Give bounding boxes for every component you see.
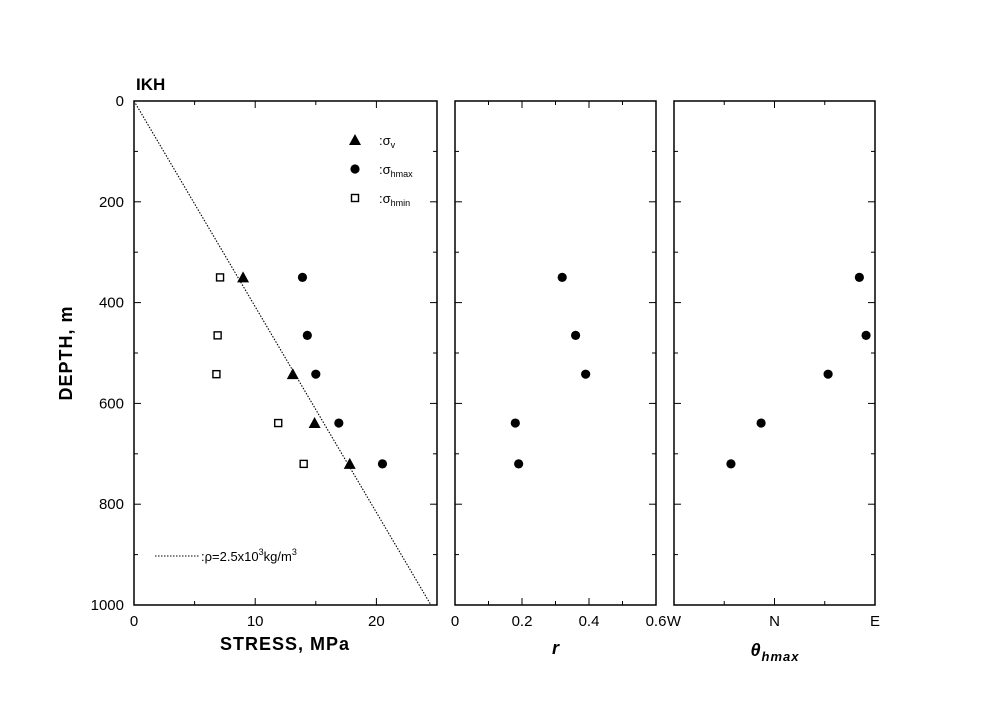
x-axis-title-theta-sub: hmax <box>762 649 800 664</box>
circle-data-point <box>377 459 388 469</box>
circle-data-point <box>302 330 312 340</box>
circle-data-point <box>726 459 736 469</box>
triangle-data-point <box>343 457 356 469</box>
circle-data-point <box>297 272 308 282</box>
circle-data-point <box>581 369 591 379</box>
circle-data-point <box>571 330 581 340</box>
legend-triangle-marker <box>349 134 361 145</box>
circle-data-point <box>311 369 321 379</box>
x-tick-label: W <box>667 613 682 630</box>
y-axis-title-depth: DEPTH, m <box>56 305 76 400</box>
y-tick-label: 200 <box>99 194 124 211</box>
square-data-point <box>213 331 222 340</box>
circle-data-point <box>861 330 871 340</box>
x-tick-label: 0.2 <box>512 613 533 630</box>
triangle-data-point <box>308 417 321 429</box>
x-tick-label: 20 <box>368 613 385 630</box>
y-tick-label: 400 <box>99 295 124 312</box>
circle-data-point <box>514 459 524 469</box>
x-tick-label: 0.4 <box>579 613 600 630</box>
overburden-reference-line <box>133 100 432 606</box>
panel-tag: IKH <box>136 75 165 94</box>
legend-circle-marker <box>350 164 360 174</box>
y-tick-label: 600 <box>99 395 124 412</box>
y-tick-label: 1000 <box>91 597 124 614</box>
circle-data-point <box>510 418 520 428</box>
square-data-point <box>274 418 283 428</box>
orientation-plot-frame <box>673 100 876 606</box>
triangle-data-point <box>237 271 250 283</box>
stress-panel: IKH STRESS, MPa DEPTH, m 0 10 200200400600… <box>56 75 438 654</box>
y-tick-label: 0 <box>116 93 124 110</box>
circle-data-point <box>823 369 833 379</box>
legend: :σv :σhmax :σhmin :ρ=2.5x103kg/m3 <box>155 133 413 564</box>
x-tick-label: N <box>769 613 780 630</box>
x-tick-label: 0 <box>451 613 459 630</box>
circle-data-point <box>756 418 766 428</box>
legend-label: :σv <box>379 133 396 150</box>
ratio-panel: r 0 0.2 0.4 0.6 <box>451 100 667 658</box>
x-tick-label: 0 <box>130 613 138 630</box>
square-data-point <box>299 459 308 469</box>
circle-data-point <box>854 272 864 282</box>
x-tick-label: 0.6 <box>646 613 667 630</box>
circle-data-point <box>557 272 567 282</box>
y-tick-label: 800 <box>99 496 124 513</box>
legend-square-marker <box>350 193 360 203</box>
legend-line-label: :ρ=2.5x103kg/m3 <box>201 547 297 564</box>
x-tick-label: 10 <box>247 613 264 630</box>
circle-data-point <box>334 418 344 428</box>
ratio-plot-frame <box>454 100 657 606</box>
legend-label: :σhmin <box>379 191 410 208</box>
x-axis-title-theta-main: θ <box>750 640 761 660</box>
x-axis-title-r: r <box>552 638 560 658</box>
x-tick-label: E <box>870 613 880 630</box>
x-axis-title-stress: STRESS, MPa <box>220 634 350 654</box>
square-data-point <box>215 273 225 282</box>
orientation-panel: θhmax W N E <box>667 100 880 664</box>
square-data-point <box>212 369 221 379</box>
x-axis-title-theta: θhmax <box>750 640 799 664</box>
triangle-data-point <box>286 368 299 380</box>
legend-label: :σhmax <box>379 162 413 179</box>
